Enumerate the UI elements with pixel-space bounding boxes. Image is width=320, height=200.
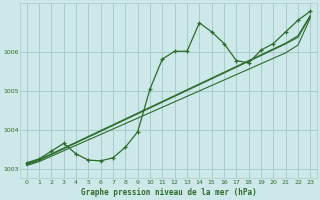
X-axis label: Graphe pression niveau de la mer (hPa): Graphe pression niveau de la mer (hPa) bbox=[81, 188, 256, 197]
